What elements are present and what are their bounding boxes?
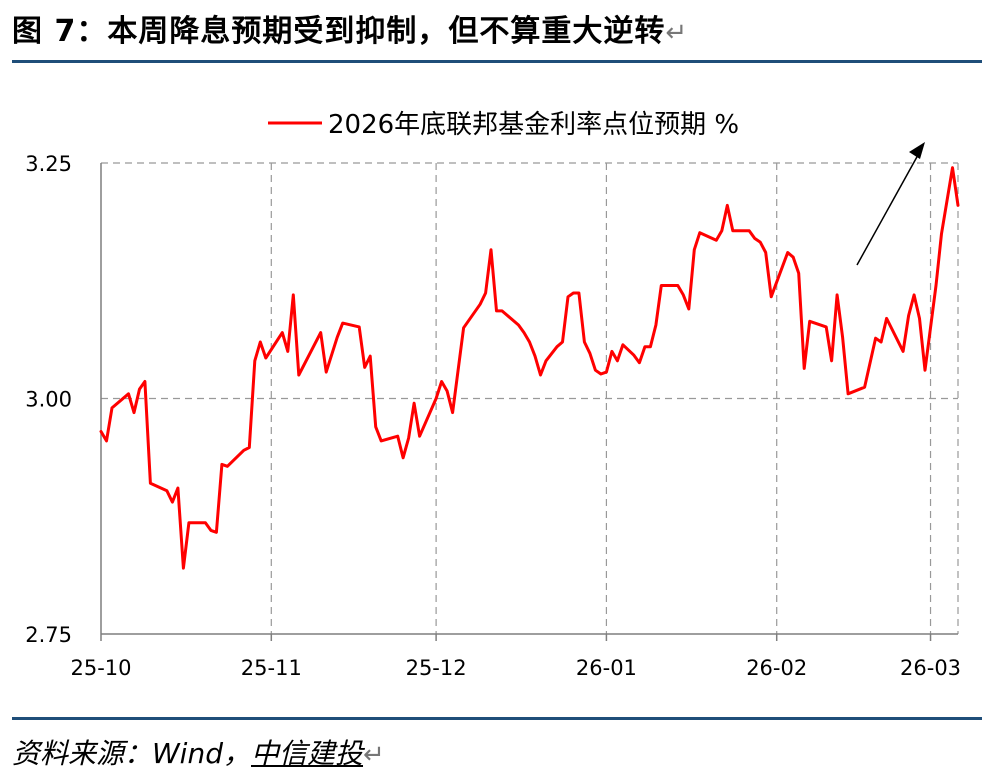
source-note: 资料来源：Wind，中信建投↵ — [12, 732, 385, 772]
arrow-head-icon — [909, 142, 925, 159]
y-tick-label: 3.00 — [25, 388, 72, 412]
chart-legend: 2026年底联邦基金利率点位预期 % — [268, 110, 739, 140]
chart-series — [99, 166, 960, 570]
series-line — [99, 166, 960, 570]
paragraph-return-icon: ↵ — [363, 740, 385, 770]
x-tick-label: 25-10 — [70, 656, 131, 680]
page-title: 图 7：本周降息预期受到抑制，但不算重大逆转↵ — [12, 6, 688, 50]
x-tick-label: 26-03 — [900, 656, 961, 680]
title-text: 图 7：本周降息预期受到抑制，但不算重大逆转 — [12, 14, 666, 49]
chart-grid — [101, 162, 959, 634]
source-prefix: 资料来源：Wind， — [12, 737, 251, 770]
bottom-divider — [12, 717, 982, 720]
paragraph-return-icon: ↵ — [665, 18, 689, 48]
x-tick-label: 25-12 — [406, 656, 467, 680]
legend-label: 2026年底联邦基金利率点位预期 % — [328, 110, 739, 140]
x-tick-label: 26-01 — [576, 656, 637, 680]
annotation-arrow-icon — [856, 154, 919, 266]
y-tick-label: 2.75 — [25, 623, 72, 647]
source-brand: 中信建投 — [251, 737, 364, 770]
x-tick-label: 25-11 — [241, 656, 302, 680]
chart-annotation — [856, 142, 925, 266]
x-tick-label: 26-02 — [746, 656, 807, 680]
chart: 2.75 3.00 3.25 25-10 25-11 25-12 26-01 26-02 26-… — [25, 110, 961, 680]
chart-axes: 2.75 3.00 3.25 25-10 25-11 25-12 26-01 26-02 26-… — [25, 152, 961, 680]
top-divider — [12, 60, 982, 63]
y-tick-label: 3.25 — [25, 152, 72, 176]
